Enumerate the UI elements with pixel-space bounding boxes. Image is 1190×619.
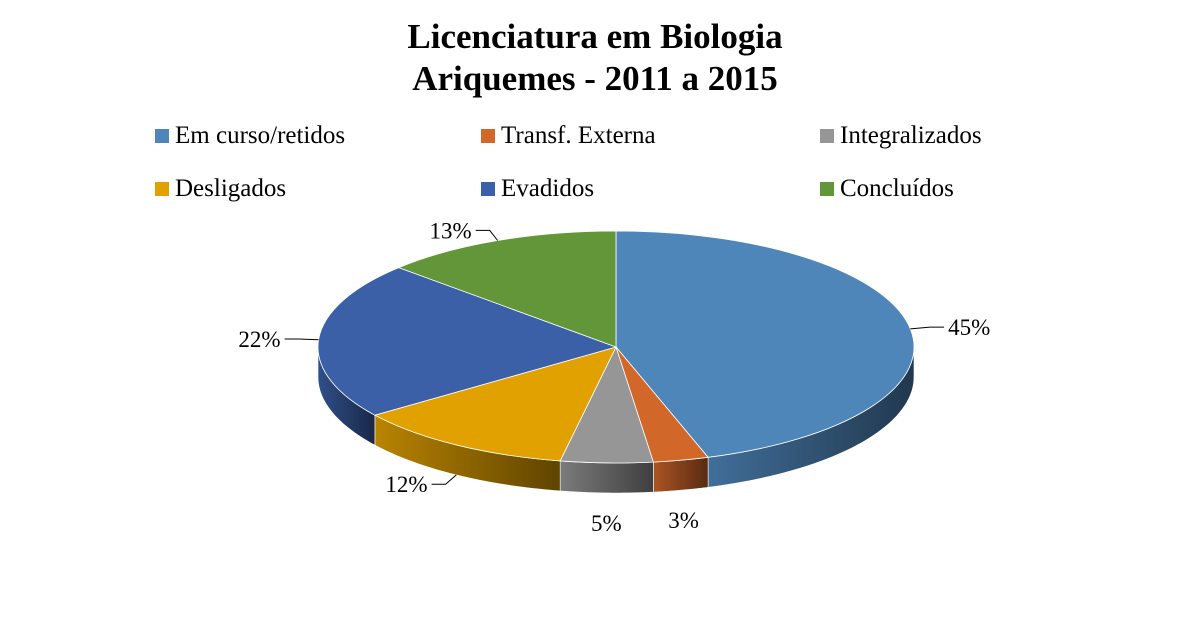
chart-title: Licenciatura em Biologia	[407, 17, 783, 56]
data-labels: 45% 3% 5% 12% 22% 13%	[238, 218, 990, 536]
data-label-evadidos: 22%	[238, 327, 280, 352]
legend-label: Concluídos	[840, 175, 954, 202]
legend-label: Evadidos	[501, 175, 595, 202]
data-label-transf-externa: 3%	[668, 508, 699, 533]
legend-label: Integralizados	[840, 122, 982, 149]
legend-swatch-desligados	[155, 182, 169, 196]
legend-swatch-concluidos	[820, 182, 834, 196]
pie-side-walls	[317, 346, 915, 494]
data-label-em-curso-retidos: 45%	[948, 315, 990, 340]
legend-swatch-em-curso-retidos	[155, 129, 169, 143]
chart-subtitle: Ariquemes - 2011 a 2015	[412, 59, 778, 98]
slice-desligados	[373, 346, 617, 462]
leader-line-em-curso-retidos	[910, 326, 945, 330]
slice-em-curso-retidos	[615, 230, 915, 458]
data-label-concluidos: 13%	[430, 218, 472, 243]
leader-line-desligados	[431, 474, 457, 485]
legend-label: Em curso/retidos	[175, 122, 346, 149]
legend-item-transf-externa: Transf. Externa	[481, 121, 656, 151]
data-label-desligados: 12%	[385, 472, 427, 497]
legend-swatch-evadidos	[481, 182, 495, 196]
slice-side-integralizados	[559, 460, 654, 494]
legend-item-concluidos: Concluídos	[820, 174, 954, 204]
leader-line-evadidos	[284, 338, 319, 341]
legend-item-integralizados: Integralizados	[820, 121, 982, 151]
legend-label: Transf. Externa	[501, 122, 656, 149]
pie-top	[317, 230, 915, 464]
legend-item-evadidos: Evadidos	[481, 174, 594, 204]
legend-item-desligados: Desligados	[155, 174, 286, 204]
slice-evadidos	[317, 267, 618, 416]
legend-item-em-curso-retidos: Em curso/retidos	[155, 121, 345, 151]
data-label-integralizados: 5%	[591, 511, 622, 536]
slice-concluidos	[397, 230, 617, 348]
slice-side-transf-externa	[653, 456, 709, 493]
leader-line-concluidos	[475, 229, 498, 241]
legend-swatch-transf-externa	[481, 129, 495, 143]
legend-label: Desligados	[175, 175, 287, 202]
legend-swatch-integralizados	[820, 129, 834, 143]
